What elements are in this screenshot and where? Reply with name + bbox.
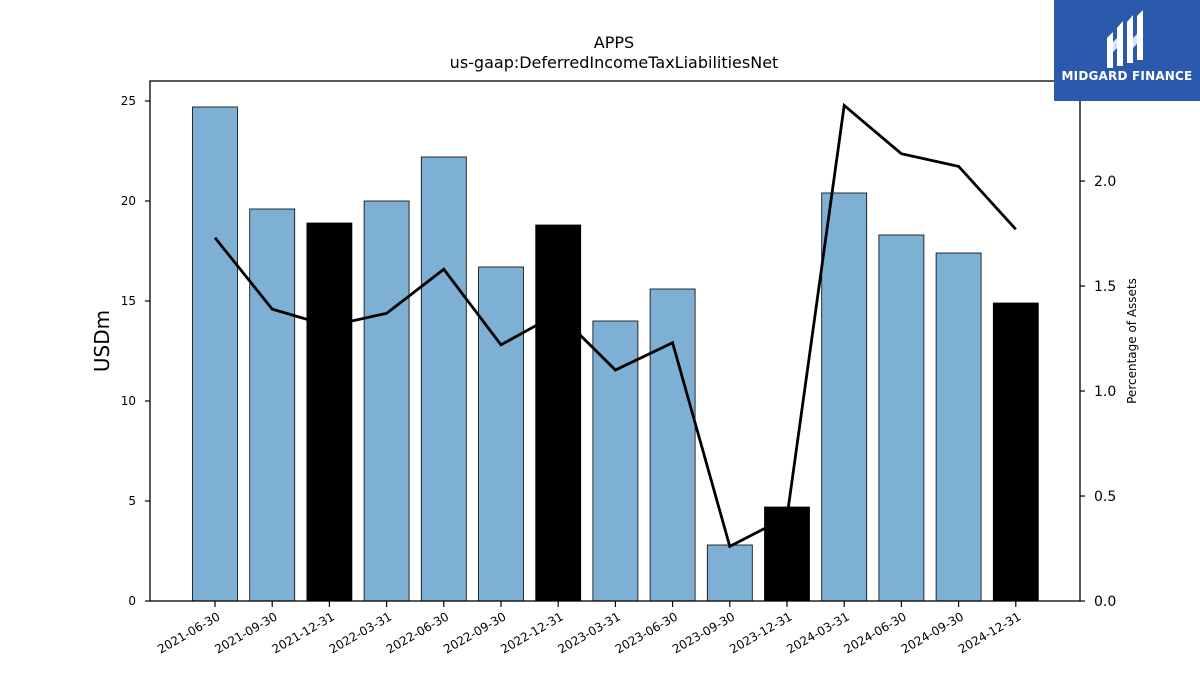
- bar-2021-12-31: [306, 222, 353, 602]
- bar-2024-12-31: [992, 302, 1039, 602]
- brand-logo: MIDGARD FINANCE: [1054, 0, 1200, 101]
- x-tick-label: 2021-06-30: [155, 609, 222, 656]
- bar-2022-12-31: [535, 224, 582, 602]
- y-tick-label: 5: [128, 494, 136, 508]
- y-right-tick-label: 0.0: [1094, 594, 1116, 610]
- x-tick-label: 2021-09-30: [212, 609, 279, 656]
- y-right-tick-label: 2.0: [1094, 174, 1116, 190]
- right-axis: 0.0 0.5 1.0 1.5 2.0: [1080, 174, 1116, 610]
- left-axis: 0 5 10 15 20 25: [121, 94, 150, 608]
- y-tick-label: 10: [121, 394, 136, 408]
- y-right-tick-label: 1.0: [1094, 384, 1116, 400]
- x-tick-label: 2024-09-30: [899, 609, 966, 656]
- percentage-line-group: [213, 102, 1017, 549]
- bar-2023-03-31: [592, 320, 639, 602]
- y-tick-label: 20: [121, 194, 136, 208]
- x-tick-label: 2023-06-30: [613, 609, 680, 656]
- x-tick-label: 2024-12-31: [956, 609, 1023, 656]
- x-axis: 2021-06-302021-09-302021-12-312022-03-31…: [155, 601, 1023, 656]
- x-tick-label: 2021-12-31: [269, 609, 336, 656]
- bar-2022-09-30: [478, 266, 524, 602]
- bar-2023-12-31: [764, 506, 810, 602]
- bar-2022-06-30: [420, 156, 467, 602]
- x-tick-label: 2024-03-31: [784, 609, 851, 656]
- y-tick-label: 0: [128, 594, 136, 608]
- bar-group: [192, 106, 1039, 602]
- y-axis-label: USDm: [90, 310, 114, 372]
- chart-subtitle: us-gaap:DeferredIncomeTaxLiabilitiesNet: [450, 53, 779, 72]
- y-tick-label: 15: [121, 294, 136, 308]
- x-tick-label: 2022-06-30: [384, 609, 451, 656]
- bar-2024-06-30: [878, 234, 925, 602]
- brand-name: MIDGARD FINANCE: [1061, 69, 1193, 83]
- x-tick-label: 2023-09-30: [670, 609, 737, 656]
- bar-2023-09-30: [706, 544, 753, 602]
- chart-title: APPS: [594, 33, 634, 52]
- y-right-tick-label: 0.5: [1094, 489, 1116, 505]
- bar-2023-06-30: [649, 288, 696, 602]
- y-tick-label: 25: [121, 94, 136, 108]
- x-tick-label: 2022-09-30: [441, 609, 508, 656]
- x-tick-label: 2023-03-31: [555, 609, 622, 656]
- bar-2021-06-30: [192, 106, 238, 602]
- y-axis-right-label: Percentage of Assets: [1125, 278, 1139, 404]
- bar-2024-03-31: [821, 192, 868, 602]
- y-right-tick-label: 1.5: [1094, 279, 1116, 295]
- x-tick-label: 2024-06-30: [841, 609, 908, 656]
- bar-2022-03-31: [363, 200, 410, 602]
- bar-2024-09-30: [935, 252, 982, 602]
- x-tick-label: 2022-12-31: [498, 609, 565, 656]
- midgard-logo-icon: [1107, 10, 1143, 68]
- x-tick-label: 2023-12-31: [727, 609, 794, 656]
- percentage-line: [213, 102, 1017, 549]
- x-tick-label: 2022-03-31: [327, 609, 394, 656]
- bar-2021-09-30: [249, 208, 296, 602]
